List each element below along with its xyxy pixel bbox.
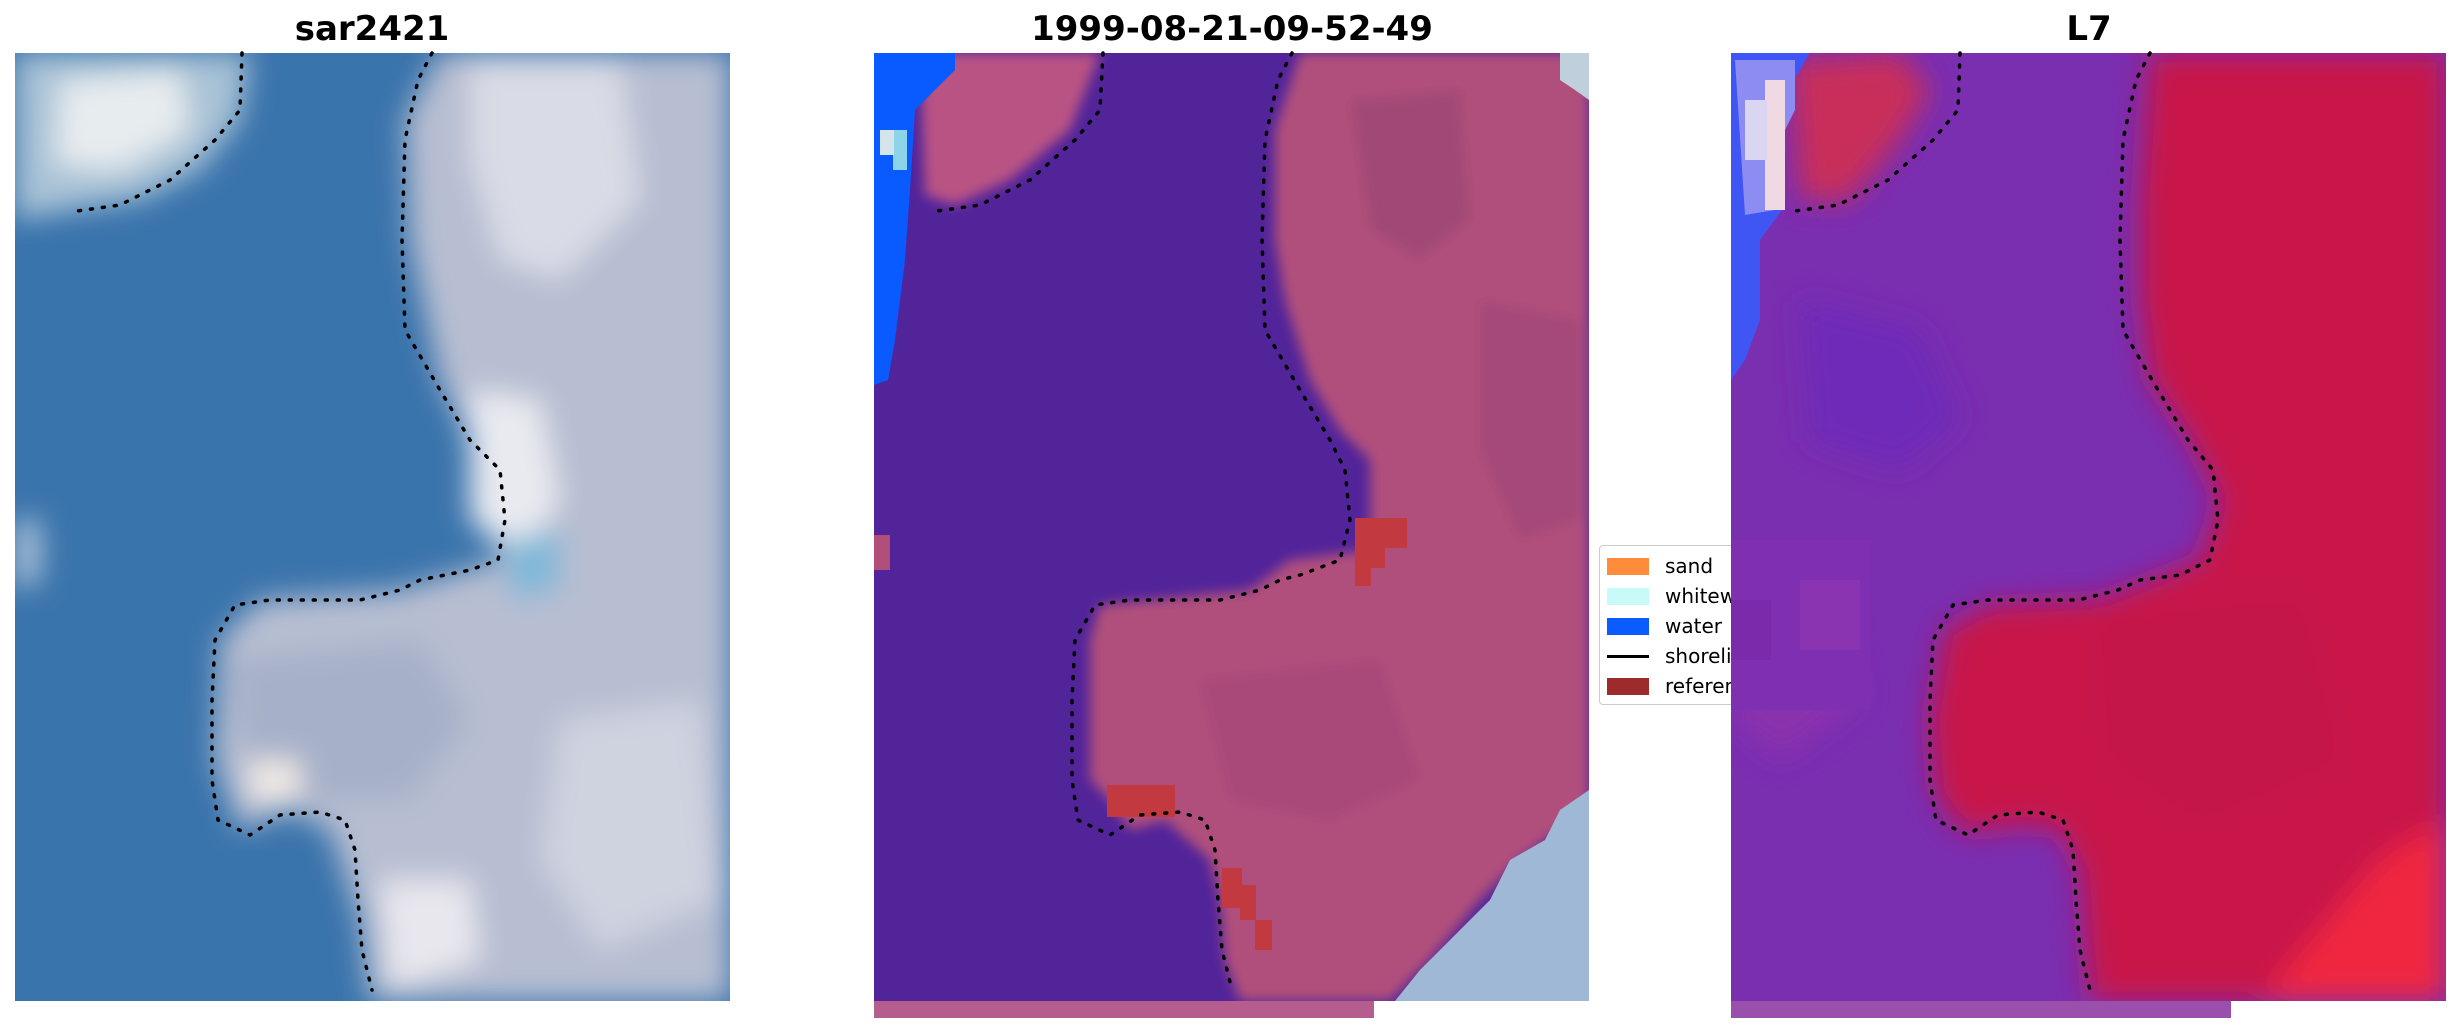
panel-title-rgb: sar2421 bbox=[294, 9, 450, 49]
legend: sand whitewater water shoreline referenc… bbox=[1599, 545, 1861, 705]
reference-swatch bbox=[1607, 677, 1649, 695]
rgb-image-panel bbox=[15, 53, 730, 1001]
classification-panel bbox=[874, 53, 1589, 1001]
panel-title-index: L7 bbox=[2066, 9, 2112, 49]
legend-label-sand: sand bbox=[1665, 554, 1714, 578]
index-bottom-strip bbox=[1731, 1001, 2231, 1018]
sand-swatch bbox=[1607, 557, 1649, 575]
legend-item-whitewater: whitewater bbox=[1607, 584, 1777, 608]
shoreline-dotted-index bbox=[1786, 51, 2220, 992]
index-panel bbox=[1731, 53, 2446, 1001]
classification-bottom-strip bbox=[874, 1001, 1374, 1018]
legend-item-sand: sand bbox=[1607, 554, 1713, 578]
legend-item-shoreline: shoreline bbox=[1607, 644, 1757, 668]
shoreline-dotted-rgb bbox=[68, 51, 507, 992]
legend-label-whitewater: whitewater bbox=[1665, 584, 1777, 608]
shoreline-dotted-classification bbox=[928, 51, 1352, 992]
shoreline-line-swatch bbox=[1607, 654, 1649, 658]
legend-label-water: water bbox=[1665, 614, 1722, 638]
panel-title-classification: 1999-08-21-09-52-49 bbox=[1031, 9, 1433, 49]
legend-item-water: water bbox=[1607, 614, 1722, 638]
legend-label-shoreline: shoreline bbox=[1665, 644, 1757, 668]
whitewater-swatch bbox=[1607, 587, 1649, 605]
legend-label-reference: reference bbox=[1665, 674, 1761, 698]
water-swatch bbox=[1607, 617, 1649, 635]
legend-item-reference: reference bbox=[1607, 674, 1761, 698]
